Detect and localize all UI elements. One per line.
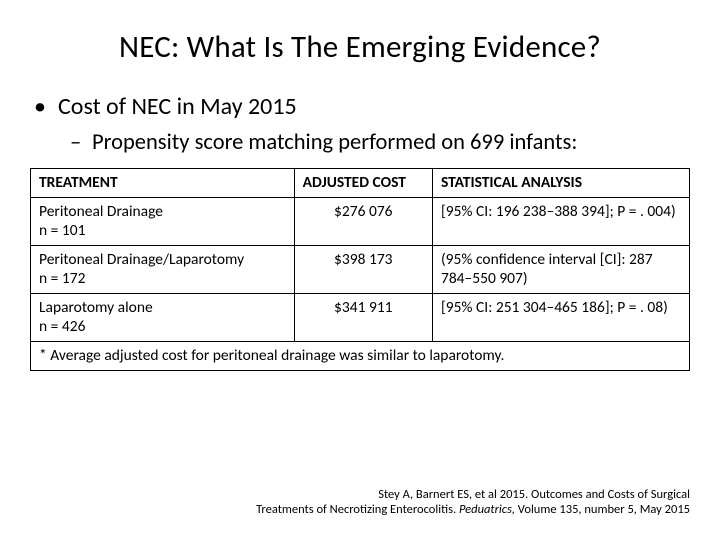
bullet-dash-icon: – [70,129,92,156]
bullet-dot-icon: • [34,92,58,121]
treatment-n: n = 426 [39,317,85,336]
cost-table: TREATMENT ADJUSTED COST STATISTICAL ANAL… [30,168,690,371]
bullet-level1: • Cost of NEC in May 2015 [34,92,690,121]
table-row: Peritoneal Drainage n = 101 $276 076 [95… [31,198,690,246]
cell-stats: [95% CI: 196 238–388 394]; P = . 004) [432,198,689,246]
slide: NEC: What Is The Emerging Evidence? • Co… [0,0,720,540]
cell-treatment: Peritoneal Drainage n = 101 [31,198,295,246]
slide-title: NEC: What Is The Emerging Evidence? [30,28,690,66]
bullet-level2: – Propensity score matching performed on… [70,129,690,156]
treatment-name: Laparotomy alone [39,298,153,317]
citation-journal: Peduatrics, [459,502,518,517]
bullet-list: • Cost of NEC in May 2015 – Propensity s… [34,92,690,156]
bullet-level1-text: Cost of NEC in May 2015 [58,92,297,121]
cell-stats: [95% CI: 251 304–465 186]; P = . 08) [432,294,689,342]
cell-cost: $398 173 [294,246,432,294]
treatment-n: n = 172 [39,269,85,288]
cell-treatment: Peritoneal Drainage/Laparotomy n = 172 [31,246,295,294]
citation: Stey A, Barnert ES, et al 2015. Outcomes… [256,487,690,518]
cell-cost: $341 911 [294,294,432,342]
header-treatment: TREATMENT [31,169,295,198]
cell-cost: $276 076 [294,198,432,246]
table-row: Laparotomy alone n = 426 $341 911 [95% C… [31,294,690,342]
table-footnote-row: * Average adjusted cost for peritoneal d… [31,342,690,371]
table-header-row: TREATMENT ADJUSTED COST STATISTICAL ANAL… [31,169,690,198]
table-row: Peritoneal Drainage/Laparotomy n = 172 $… [31,246,690,294]
treatment-n: n = 101 [39,221,85,240]
cell-stats: (95% confidence interval [CI]: 287 784–5… [432,246,689,294]
treatment-name: Peritoneal Drainage [39,202,163,221]
treatment-name: Peritoneal Drainage/Laparotomy [39,250,244,269]
bullet-level2-text: Propensity score matching performed on 6… [92,129,577,156]
header-stats: STATISTICAL ANALYSIS [432,169,689,198]
table-footnote: * Average adjusted cost for peritoneal d… [31,342,690,371]
citation-line1: Stey A, Barnert ES, et al 2015. Outcomes… [378,487,690,502]
cell-treatment: Laparotomy alone n = 426 [31,294,295,342]
citation-line2b: Volume 135, number 5, May 2015 [518,502,690,517]
header-cost: ADJUSTED COST [294,169,432,198]
citation-line2a: Treatments of Necrotizing Enterocolitis. [256,502,459,517]
